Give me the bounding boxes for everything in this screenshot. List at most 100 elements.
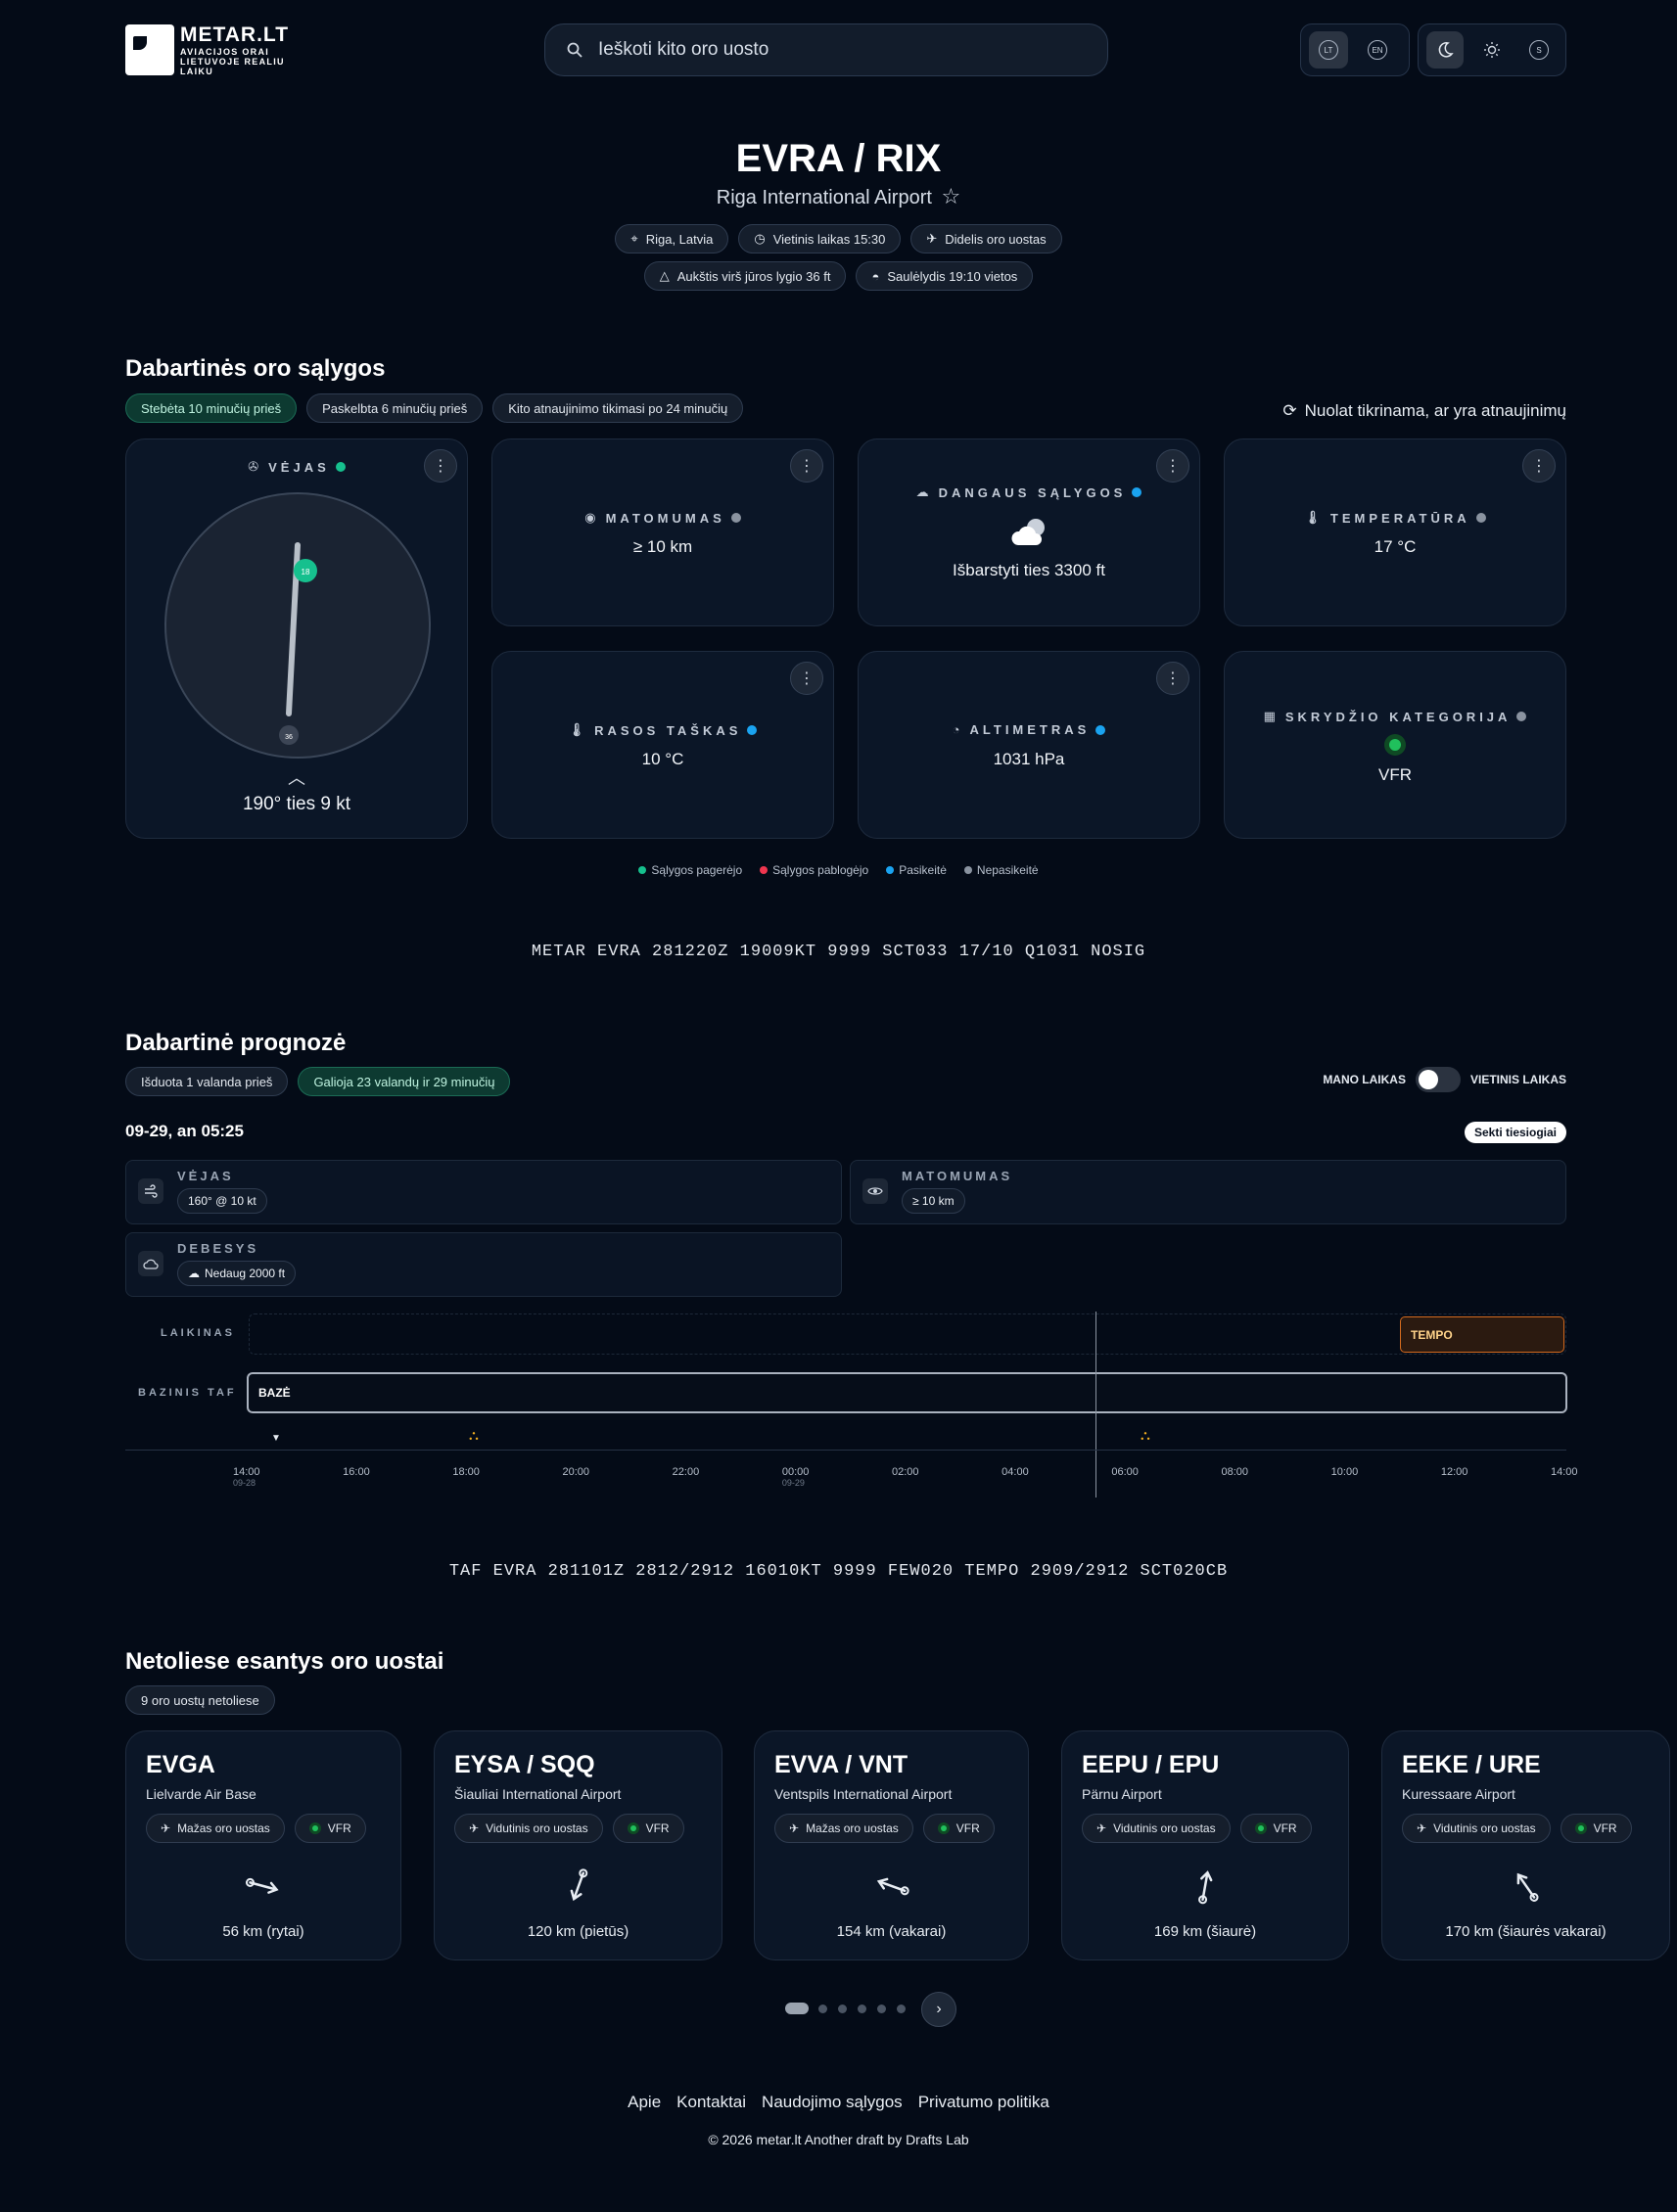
footer-link-contacts[interactable]: Kontaktai bbox=[676, 2093, 747, 2111]
flight-category-label: ▦ SKRYDŽIO KATEGORIJA bbox=[1225, 709, 1565, 724]
clock-icon: ◷ bbox=[754, 231, 766, 246]
bearing-arrow-icon bbox=[1198, 1870, 1213, 1905]
nearby-airport-card[interactable]: EVGA Lielvarde Air Base ✈ Mažas oro uostas V… bbox=[125, 1730, 401, 1960]
visibility-value: ≥ 10 km bbox=[632, 537, 693, 556]
carousel-dot[interactable] bbox=[818, 2005, 827, 2013]
altimeter-menu-button[interactable]: ⋮ bbox=[1156, 662, 1189, 695]
carousel-dot[interactable] bbox=[897, 2005, 906, 2013]
timeline-tick: 06:00 bbox=[1111, 1466, 1139, 1478]
footer-copyright: © 2026 metar.lt Another draft by Drafts … bbox=[708, 2132, 969, 2147]
vfr-dot-icon bbox=[1254, 1822, 1267, 1834]
language-switch: LT EN bbox=[1300, 23, 1410, 76]
lang-lt-button[interactable]: LT bbox=[1309, 31, 1348, 69]
airport-name-row: Riga International Airport ☆ bbox=[0, 184, 1677, 209]
nearby-airport-name: Lielvarde Air Base bbox=[146, 1786, 256, 1802]
nearby-airport-card[interactable]: EEPU / EPU Pärnu Airport ✈ Vidutinis oro uo… bbox=[1061, 1730, 1349, 1960]
footer-links: Apie Kontaktai Naudojimo sąlygos Privatu… bbox=[0, 2093, 1677, 2112]
temporary-row bbox=[249, 1313, 1566, 1355]
forecast-clouds-label: DEBESYS bbox=[177, 1241, 259, 1256]
nearby-airport-name: Pärnu Airport bbox=[1082, 1786, 1162, 1802]
wind-needle-tail bbox=[279, 725, 299, 745]
carousel-dot[interactable] bbox=[877, 2005, 886, 2013]
local-time-chip: ◷ Vietinis laikas 15:30 bbox=[738, 224, 902, 253]
status-legend: Sąlygos pagerėjo Sąlygos pablogėjo Pasik… bbox=[0, 863, 1677, 877]
nearby-count-chip: 9 oro uostų netoliese bbox=[125, 1685, 275, 1715]
nearby-heading: Netoliese esantys oro uostai bbox=[125, 1648, 444, 1675]
visibility-status-dot bbox=[730, 513, 741, 523]
altimeter-card: ⋮ ◔ ALTIMETRAS 1031 hPa bbox=[858, 651, 1200, 839]
dark-mode-button[interactable] bbox=[1426, 31, 1464, 69]
favorite-star-icon[interactable]: ☆ bbox=[941, 184, 961, 208]
footer-link-about[interactable]: Apie bbox=[628, 2093, 662, 2111]
sky-card: ⋮ ☁ DANGAUS SĄLYGOS Išbarstyti ties 3300 … bbox=[858, 438, 1200, 626]
temporary-row-label: LAIKINAS bbox=[161, 1327, 235, 1339]
refresh-status: ⟳ Nuolat tikrinama, ar yra atnaujinimų bbox=[1282, 401, 1566, 420]
nearby-airport-card[interactable]: EVVA / VNT Ventspils International Airpor… bbox=[754, 1730, 1029, 1960]
temperature-menu-button[interactable]: ⋮ bbox=[1522, 449, 1556, 483]
plane-icon: ✈ bbox=[789, 1821, 800, 1835]
dew-point-menu-button[interactable]: ⋮ bbox=[790, 662, 823, 695]
carousel-dot[interactable] bbox=[858, 2005, 866, 2013]
nearby-airport-code: EEKE / URE bbox=[1402, 1751, 1541, 1778]
system-mode-button[interactable]: S bbox=[1520, 31, 1558, 69]
nearby-airport-name: Šiauliai International Airport bbox=[454, 1786, 622, 1802]
theme-switch: S bbox=[1418, 23, 1566, 76]
altimeter-value: 1031 hPa bbox=[993, 750, 1065, 768]
wind-value: 190° ties 9 kt bbox=[242, 794, 351, 814]
nearby-category-chip: VFR bbox=[1239, 1814, 1312, 1843]
cloud-icon bbox=[138, 1251, 163, 1276]
time-toggle[interactable] bbox=[1415, 1067, 1461, 1092]
thermometer-icon: 🌡︎ bbox=[1304, 510, 1325, 525]
local-time-label: VIETINIS LAIKAS bbox=[1469, 1073, 1566, 1086]
timeline-tick: 00:00 09-29 bbox=[781, 1466, 810, 1488]
carousel-dot-active[interactable] bbox=[785, 2003, 809, 2014]
lang-en-button[interactable]: EN bbox=[1358, 31, 1397, 69]
follow-live-button[interactable]: Sekti tiesiogiai bbox=[1464, 1122, 1566, 1143]
wind-status-dot bbox=[335, 462, 346, 472]
cloud-outline-icon: ☁ bbox=[915, 484, 933, 499]
dew-point-card: ⋮ 🌡︎ RASOS TAŠKAS 10 °C bbox=[491, 651, 834, 839]
wind-tail-label: 36 bbox=[285, 734, 293, 741]
nearby-airport-name: Kuressaare Airport bbox=[1402, 1786, 1515, 1802]
carousel-dot[interactable] bbox=[838, 2005, 847, 2013]
search-input[interactable]: Ieškoti kito oro uosto bbox=[544, 23, 1108, 76]
light-mode-button[interactable] bbox=[1473, 31, 1511, 69]
altimeter-label: ◔ ALTIMETRAS bbox=[859, 722, 1199, 737]
wind-menu-button[interactable]: ⋮ bbox=[424, 449, 457, 483]
nearby-distance: 170 km (šiaurės vakarai) bbox=[1445, 1923, 1607, 1940]
visibility-menu-button[interactable]: ⋮ bbox=[790, 449, 823, 483]
sky-menu-button[interactable]: ⋮ bbox=[1156, 449, 1189, 483]
footer-link-privacy[interactable]: Privatumo politika bbox=[917, 2093, 1049, 2111]
forecast-visibility-label: MATOMUMAS bbox=[902, 1169, 1013, 1183]
base-block[interactable]: BAZĖ bbox=[247, 1372, 1567, 1413]
carousel-next-button[interactable]: › bbox=[921, 1992, 956, 2027]
nearby-airport-card[interactable]: EYSA / SQQ Šiauliai International Airport… bbox=[434, 1730, 722, 1960]
forecast-wind-box: VĖJAS 160° @ 10 kt bbox=[125, 1160, 842, 1224]
bearing-arrow-icon bbox=[245, 1877, 279, 1894]
flight-category-value: VFR bbox=[1378, 765, 1412, 784]
pin-icon: ⌖ bbox=[630, 231, 638, 246]
nearby-size-chip: ✈ Mažas oro uostas bbox=[146, 1814, 285, 1843]
wind-needle-head bbox=[294, 559, 317, 582]
current-status-chips: Stebėta 10 minučių prieš Paskelbta 6 min… bbox=[125, 393, 744, 423]
logo[interactable]: METAR.LT AVIACIJOS ORAI LIETUVOJE REALIU… bbox=[125, 23, 289, 76]
grid-icon: ▦ bbox=[1263, 709, 1280, 723]
dew-point-status-dot bbox=[747, 725, 758, 735]
timeline-tick: 08:00 bbox=[1221, 1466, 1249, 1478]
legend-changed: Pasikeitė bbox=[886, 863, 947, 877]
legend-worsened: Sąlygos pablogėjo bbox=[760, 863, 868, 877]
forecast-wind-label: VĖJAS bbox=[177, 1169, 234, 1183]
nearby-airport-card[interactable]: EEKE / URE Kuressaare Airport ✈ Vidutinis o… bbox=[1381, 1730, 1670, 1960]
flight-category-status-dot bbox=[1516, 712, 1527, 721]
wind-icon: ✇ bbox=[248, 459, 263, 474]
nearby-size-chip: ✈ Mažas oro uostas bbox=[774, 1814, 913, 1843]
footer-link-terms[interactable]: Naudojimo sąlygos bbox=[762, 2093, 903, 2111]
nearby-airport-code: EVVA / VNT bbox=[774, 1751, 908, 1778]
timeline-tick: 10:00 bbox=[1330, 1466, 1359, 1478]
tempo-block[interactable]: TEMPO bbox=[1400, 1316, 1564, 1353]
forecast-clouds-value: ☁ Nedaug 2000 ft bbox=[177, 1261, 297, 1286]
sky-value: Išbarstyti ties 3300 ft bbox=[953, 561, 1105, 579]
wind-icon bbox=[138, 1178, 163, 1204]
timeline-axis bbox=[125, 1450, 1566, 1451]
nearby-distance: 169 km (šiaurė) bbox=[1153, 1923, 1257, 1940]
